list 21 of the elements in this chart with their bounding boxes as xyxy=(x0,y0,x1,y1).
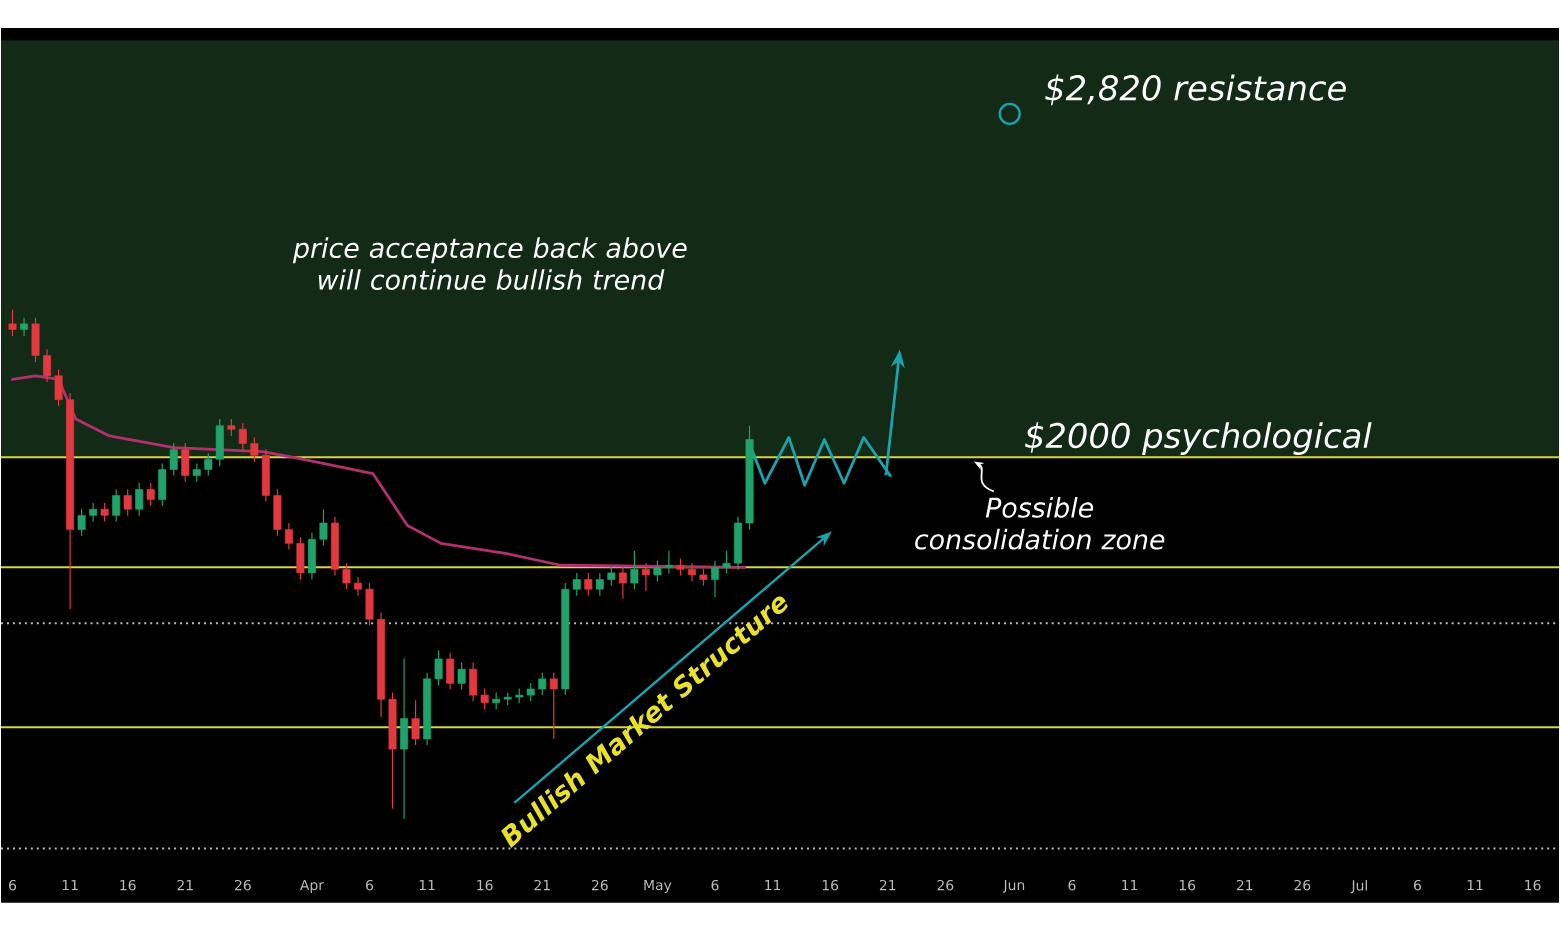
candlestick xyxy=(584,571,593,597)
candlestick xyxy=(123,488,132,517)
candlestick xyxy=(400,657,409,820)
annotation: Possible consolidation zone xyxy=(915,496,1165,550)
candlestick xyxy=(549,671,558,740)
candlestick xyxy=(457,661,466,690)
candlestick xyxy=(20,316,29,337)
candlestick xyxy=(100,502,109,522)
candlestick xyxy=(641,562,650,592)
candlestick xyxy=(618,565,627,600)
candlestick xyxy=(446,651,455,690)
text: price acceptance back above will continue bullish trend xyxy=(292,236,687,290)
candlestick xyxy=(8,308,17,337)
candlestick xyxy=(181,442,190,482)
candlestick xyxy=(146,481,155,506)
candlestick xyxy=(630,550,639,590)
candlestick xyxy=(411,699,420,746)
candlestick xyxy=(135,481,144,517)
ref-line-label: $2000 psychological xyxy=(1025,421,1372,455)
candlestick xyxy=(112,488,121,522)
text: $2,820 resistance xyxy=(1045,74,1346,105)
